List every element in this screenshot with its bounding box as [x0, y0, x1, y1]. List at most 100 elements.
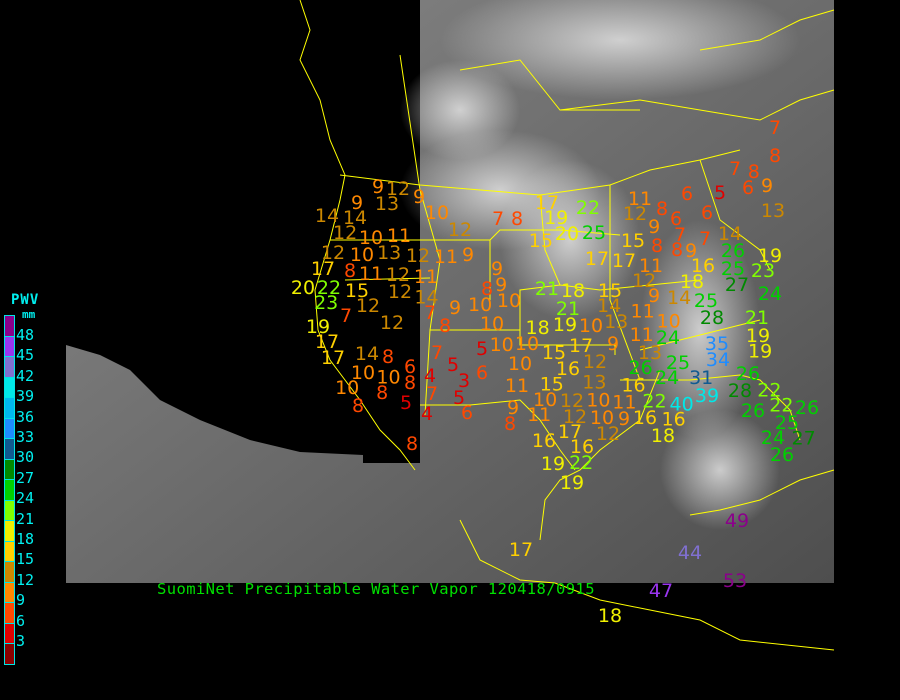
station-pwv-value: 19: [306, 316, 330, 338]
station-pwv-value: 11: [639, 255, 663, 277]
boundary-line: [539, 194, 561, 286]
station-pwv-value: 5: [714, 182, 726, 204]
station-pwv-value: 12: [386, 178, 410, 200]
boundary-line: [420, 399, 576, 471]
station-pwv-value: 25: [775, 412, 799, 434]
station-pwv-value: 24: [656, 327, 680, 349]
station-pwv-value: 17: [535, 192, 559, 214]
station-pwv-value: 35: [705, 333, 729, 355]
boundary-line: [459, 59, 640, 111]
station-pwv-value: 18: [526, 317, 550, 339]
station-pwv-value: 14: [597, 295, 621, 317]
boundary-line: [299, 0, 416, 471]
station-pwv-value: 7: [431, 342, 443, 364]
station-pwv-value: 7: [699, 228, 711, 250]
station-pwv-value: 12: [406, 245, 430, 267]
station-pwv-value: 9: [491, 258, 503, 280]
legend-label: 3: [16, 632, 26, 650]
legend-swatch: [4, 315, 15, 337]
station-pwv-value: 4: [421, 403, 433, 425]
station-pwv-value: 14: [667, 287, 691, 309]
station-pwv-value: 10: [425, 202, 449, 224]
station-pwv-value: 16: [633, 407, 657, 429]
station-pwv-value: 10: [590, 407, 614, 429]
station-pwv-value: 9: [648, 285, 660, 307]
station-pwv-value: 8: [511, 208, 523, 230]
station-pwv-value: 10: [533, 389, 557, 411]
station-pwv-value: 11: [631, 301, 655, 323]
boundary-line: [519, 330, 616, 355]
station-pwv-value: 8: [376, 382, 388, 404]
station-pwv-value: 19: [748, 341, 772, 363]
station-pwv-value: 12: [448, 219, 472, 241]
station-pwv-value: 14: [315, 205, 339, 227]
station-pwv-value: 11: [387, 225, 411, 247]
station-pwv-value: 27: [725, 274, 749, 296]
legend-swatch: [4, 623, 15, 644]
station-pwv-value: 11: [527, 404, 551, 426]
station-pwv-value: 4: [424, 365, 436, 387]
station-pwv-value: 14: [355, 343, 379, 365]
station-pwv-value: 10: [515, 333, 539, 355]
station-pwv-value: 22: [642, 391, 666, 413]
station-pwv-value: 15: [540, 374, 564, 396]
station-pwv-value: 26: [629, 357, 653, 379]
station-pwv-value: 11: [434, 246, 458, 268]
station-pwv-value: 26: [770, 444, 794, 466]
legend-swatch: [4, 459, 15, 480]
station-pwv-value: 13: [377, 242, 401, 264]
station-pwv-value: 7: [426, 383, 438, 405]
station-pwv-value: 12: [560, 390, 584, 412]
station-pwv-value: 12: [333, 222, 357, 244]
legend-label: 48: [16, 326, 35, 344]
station-pwv-value: 7: [492, 208, 504, 230]
station-pwv-value: 47: [649, 580, 673, 602]
station-pwv-value: 5: [400, 392, 412, 414]
station-pwv-value: 17: [569, 335, 593, 357]
boundary-line: [399, 54, 441, 416]
station-pwv-value: 12: [632, 270, 656, 292]
station-pwv-value: 20: [555, 223, 579, 245]
station-pwv-value: 9: [372, 176, 384, 198]
station-pwv-value: 17: [612, 250, 636, 272]
station-pwv-value: 5: [476, 338, 488, 360]
legend-swatch: [4, 541, 15, 562]
station-pwv-value: 8: [656, 198, 668, 220]
station-pwv-value: 9: [648, 216, 660, 238]
legend-label: 27: [16, 468, 35, 487]
station-pwv-value: 14: [343, 207, 367, 229]
boundary-line: [699, 9, 835, 51]
station-pwv-value: 18: [598, 605, 622, 627]
station-pwv-value: 10: [657, 311, 681, 333]
station-pwv-value: 6: [670, 208, 682, 230]
station-pwv-value: 16: [532, 430, 556, 452]
station-pwv-value: 12: [583, 351, 607, 373]
station-pwv-value: 25: [721, 258, 745, 280]
station-pwv-value: 9: [507, 397, 519, 419]
station-pwv-value: 27: [792, 428, 816, 450]
station-pwv-value: 23: [314, 292, 338, 314]
boundary-line: [459, 519, 556, 584]
station-pwv-value: 8: [439, 315, 451, 337]
station-pwv-value: 7: [424, 302, 436, 324]
station-pwv-value: 11: [414, 266, 438, 288]
station-pwv-value: 12: [380, 312, 404, 334]
station-pwv-value: 49: [725, 510, 749, 532]
station-pwv-value: 9: [462, 244, 474, 266]
station-pwv-value: 12: [596, 423, 620, 445]
legend-swatch: [4, 336, 15, 357]
station-pwv-value: 16: [556, 358, 580, 380]
station-pwv-value: 8: [352, 395, 364, 417]
legend-swatch: [4, 418, 15, 439]
station-pwv-value: 14: [718, 223, 742, 245]
station-pwv-value: 17: [558, 421, 582, 443]
station-pwv-value: 12: [321, 242, 345, 264]
station-pwv-value: 12: [563, 406, 587, 428]
station-pwv-value: 16: [691, 255, 715, 277]
boundary-line: [559, 89, 835, 121]
station-pwv-value: 34: [706, 349, 730, 371]
station-pwv-value: 10: [335, 377, 359, 399]
legend-title: PWV: [11, 292, 40, 308]
legend-swatch: [4, 562, 15, 583]
station-pwv-value: 10: [497, 290, 521, 312]
